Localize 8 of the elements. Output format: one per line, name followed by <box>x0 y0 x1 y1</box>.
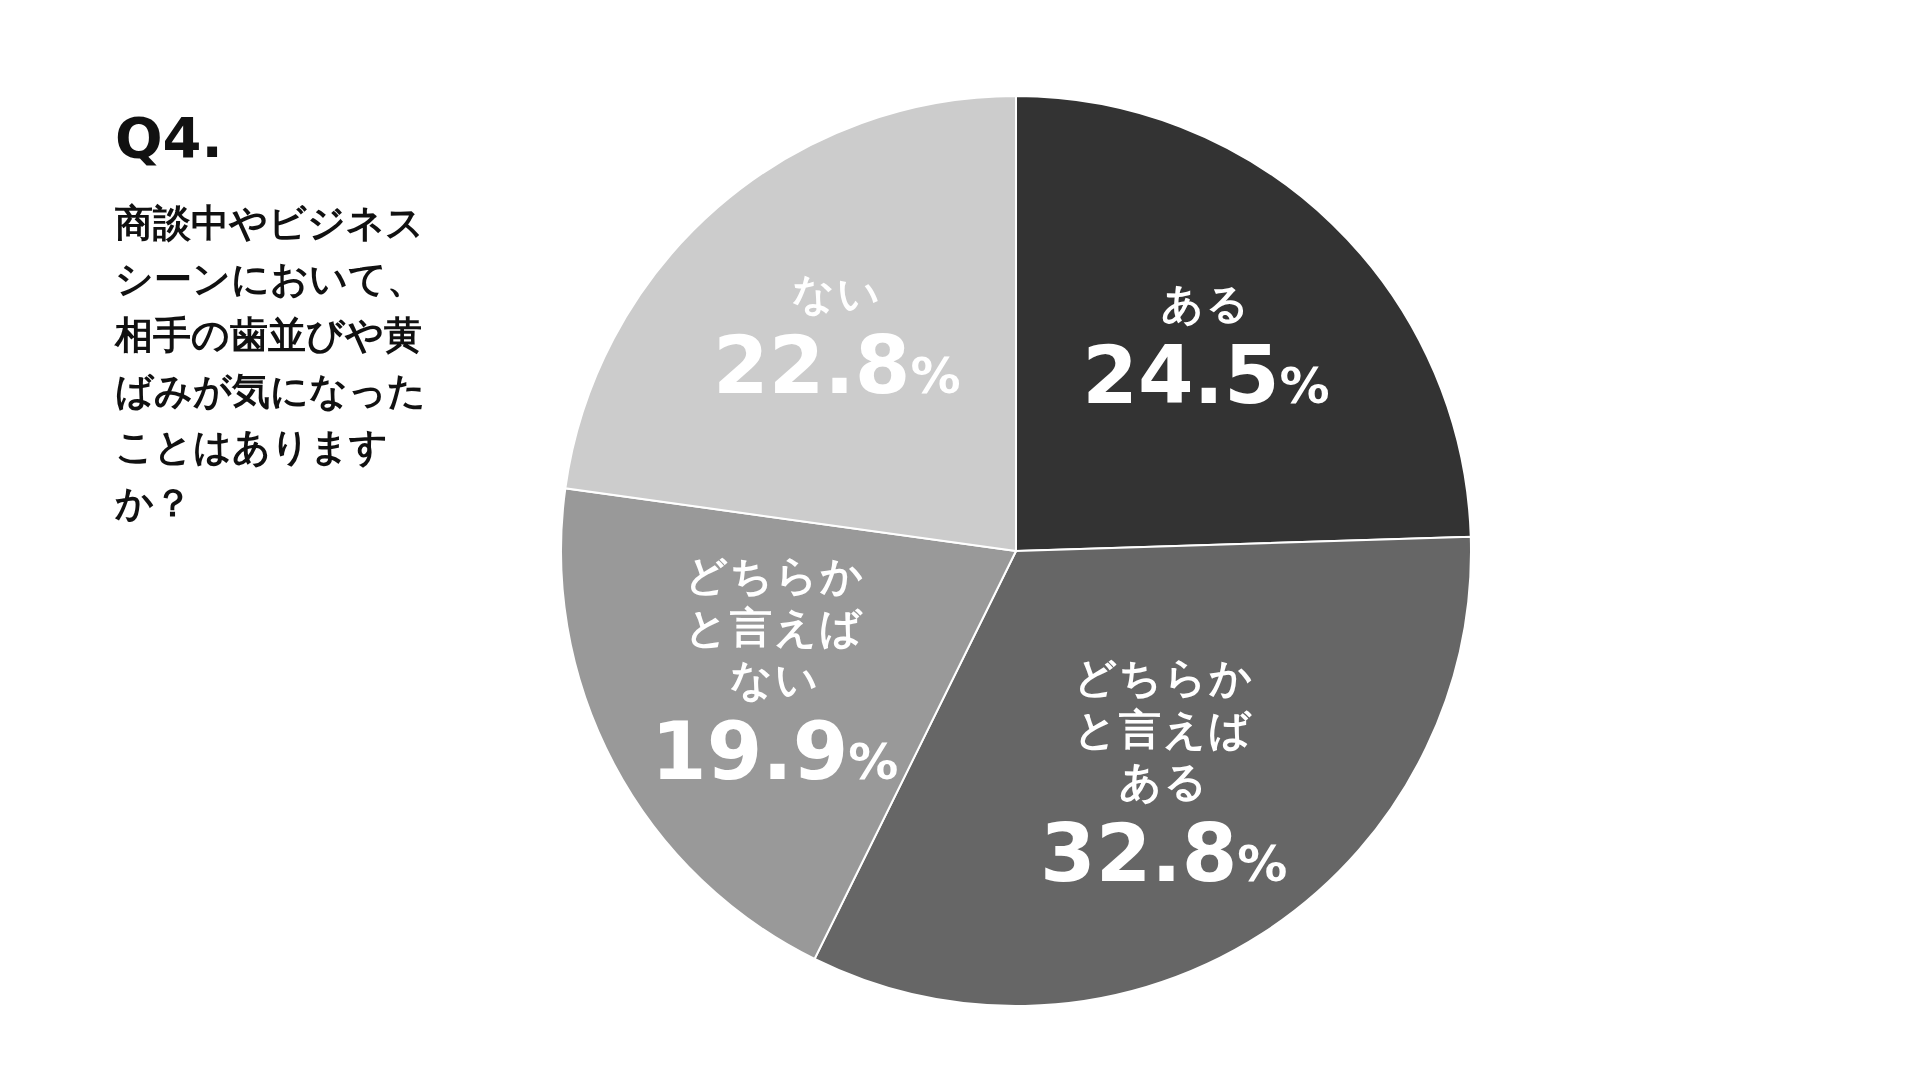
chart-title: Q4. <box>115 105 223 170</box>
text: 商談中やビジネスシーンにおいて、相手の歯並びや黄ばみが気になったことはありますか？ <box>115 200 427 527</box>
slice-label: どちらかと言えばある <box>1072 651 1255 808</box>
data-label: 19.9% <box>650 704 899 798</box>
data-label: 32.8% <box>1039 806 1288 900</box>
data-label: 24.5% <box>1082 328 1330 422</box>
slice-label: ある <box>1159 277 1252 330</box>
slice-label: どちらかと言えばない <box>683 549 866 706</box>
